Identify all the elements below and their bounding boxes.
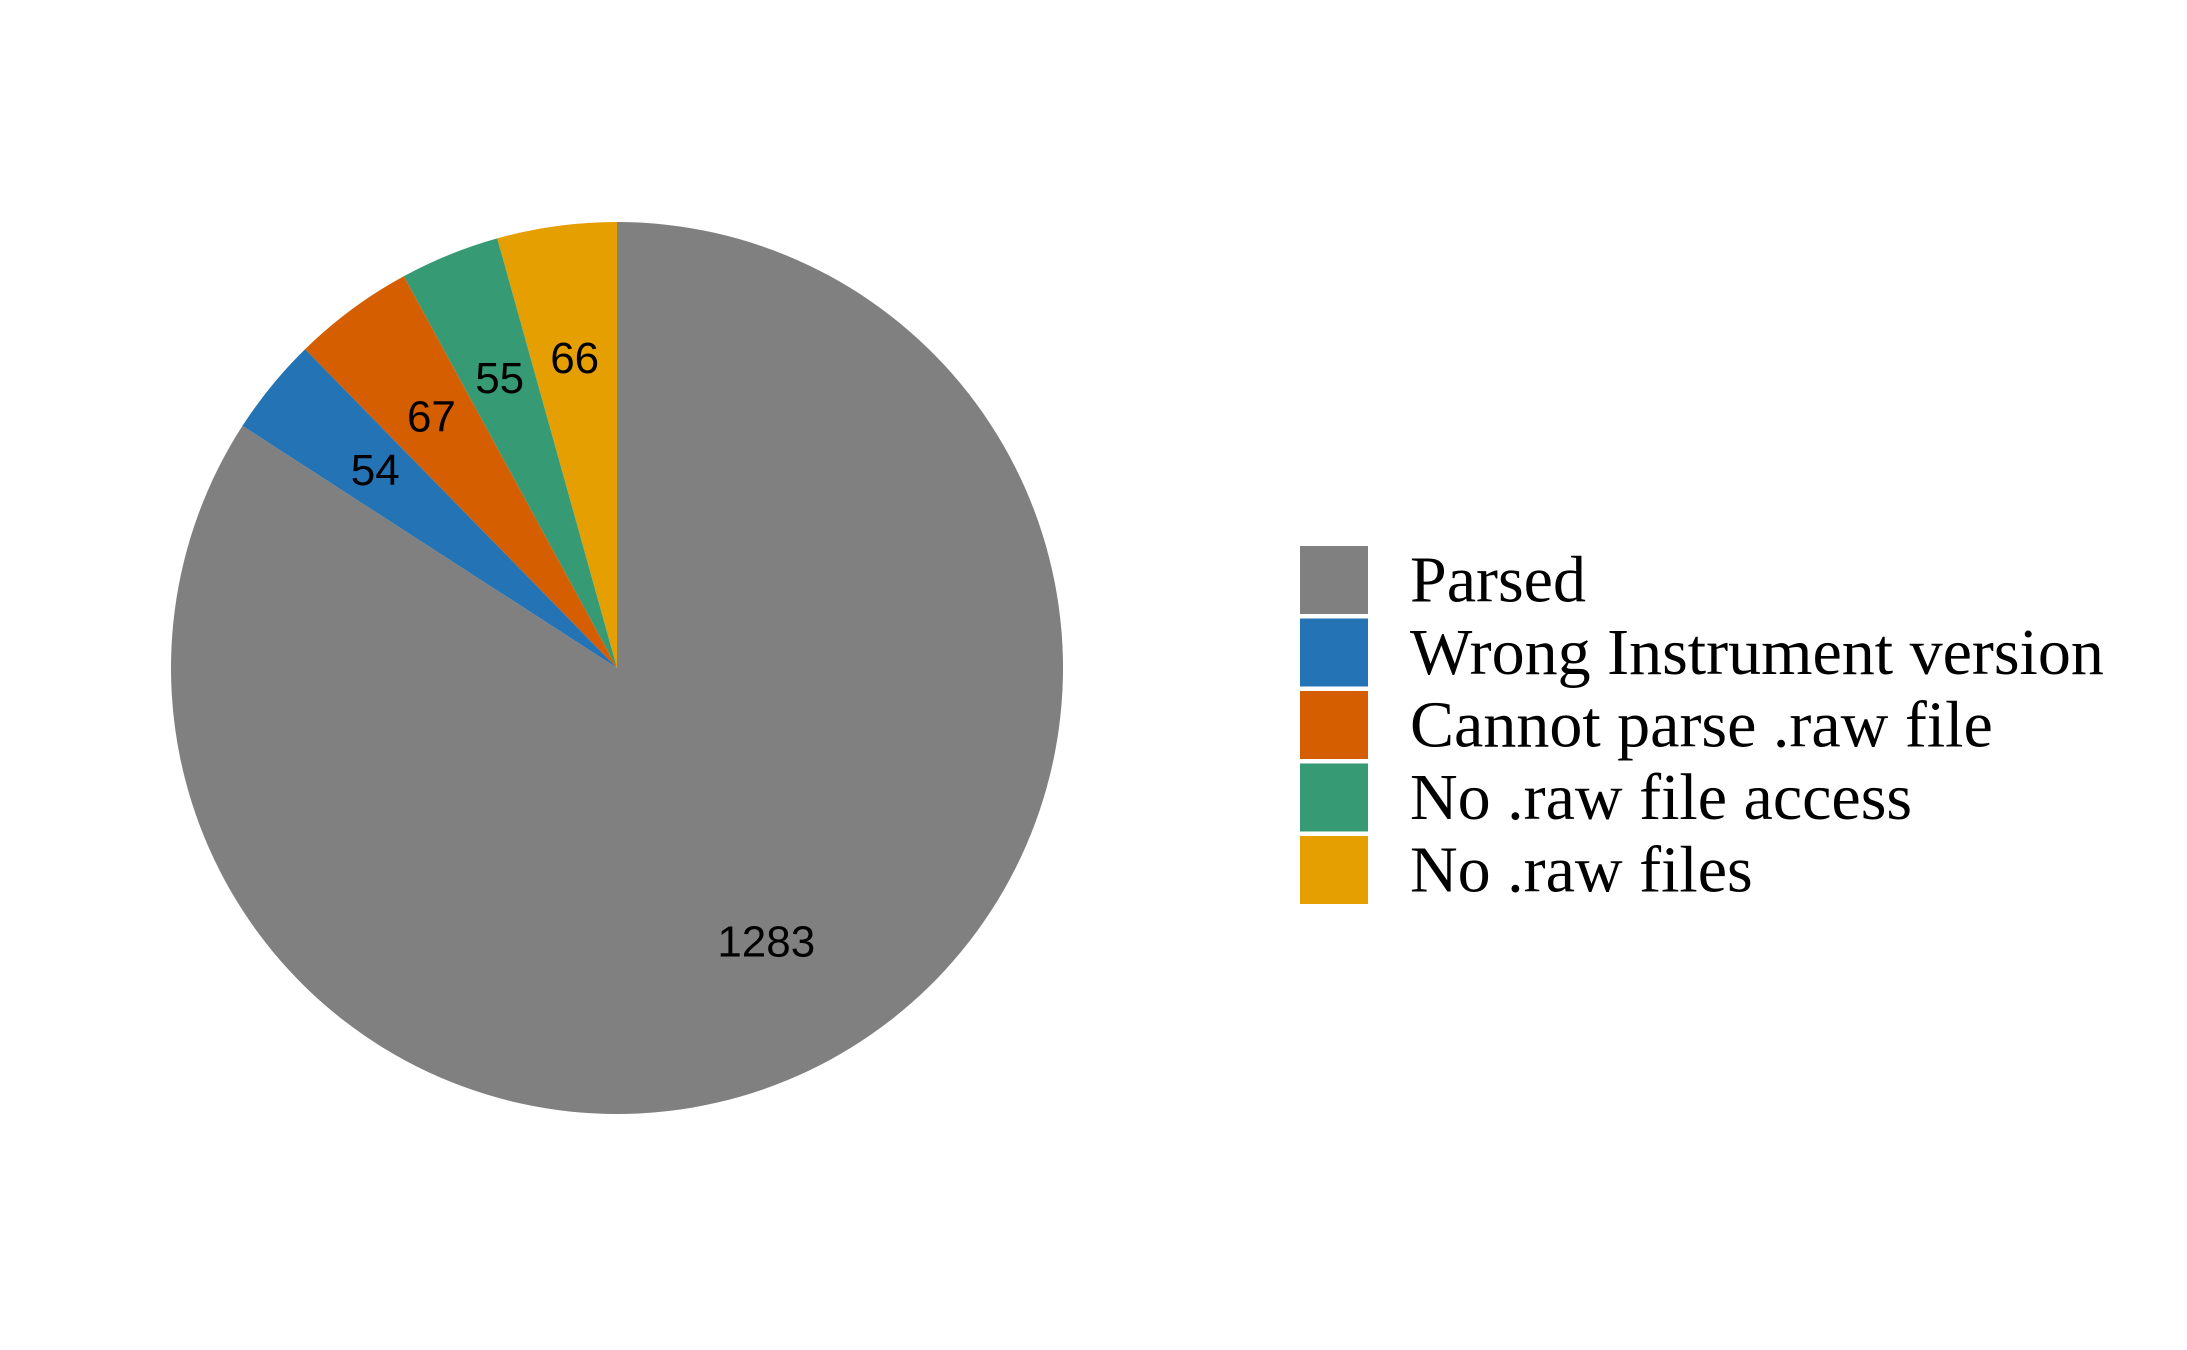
legend-swatch-no-raw-files [1300, 836, 1368, 904]
legend-label-no-raw-file-access: No .raw file access [1410, 761, 1912, 834]
legend-label-no-raw-files: No .raw files [1410, 834, 1753, 907]
slice-value-label: 54 [351, 446, 400, 495]
slice-value-label: 66 [550, 334, 599, 383]
legend-swatch-wrong-instrument-version [1300, 618, 1368, 687]
legend-swatch-parsed [1300, 546, 1368, 614]
slice-value-label: 67 [407, 392, 456, 441]
legend-label-parsed: Parsed [1410, 544, 1586, 617]
slice-value-label: 1283 [717, 918, 815, 967]
pie-slice-cannot-parse-raw-file [305, 276, 617, 668]
pie-slice-no-raw-files [497, 222, 617, 668]
legend-swatch-no-raw-file-access [1300, 763, 1368, 832]
legend-label-wrong-instrument-version: Wrong Instrument version [1410, 616, 2104, 689]
legend-swatch-cannot-parse-raw-file [1300, 691, 1368, 759]
pie-slice-no-raw-file-access [403, 238, 617, 668]
pie-slice-parsed [171, 222, 1064, 1115]
pie-slices [171, 222, 1064, 1115]
legend-label-cannot-parse-raw-file: Cannot parse .raw file [1410, 689, 1993, 762]
slice-value-label: 55 [475, 354, 524, 403]
pie-slice-wrong-instrument-version [242, 349, 617, 668]
